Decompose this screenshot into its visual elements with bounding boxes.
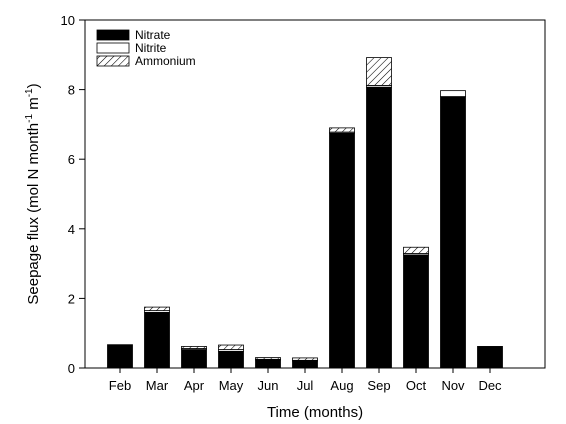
bar-nitrate-aug (329, 132, 355, 369)
x-tick-label: Dec (478, 378, 502, 393)
x-tick-label: May (219, 378, 244, 393)
bar-nitrate-may (218, 350, 244, 369)
bars (107, 57, 503, 369)
bar-ammonium-oct (403, 246, 429, 254)
bar-nitrite-nov (440, 90, 466, 97)
y-axis: 0 2 4 6 8 10 (61, 13, 85, 376)
y-axis-label: Seepage flux (mol N month-1 m-1) (24, 83, 42, 304)
plot-frame (84, 19, 546, 369)
x-tick-label: Apr (184, 378, 205, 393)
y-tick-label: 10 (61, 13, 75, 28)
bar-ammonium-sep (366, 57, 392, 86)
x-tick-label: Mar (146, 378, 169, 393)
x-tick-label: Feb (109, 378, 131, 393)
bar-ammonium-mar (144, 306, 170, 311)
legend-label-ammonium: Ammonium (135, 54, 196, 68)
bar-nitrate-feb (107, 344, 133, 369)
x-tick-label: Nov (441, 378, 465, 393)
bar-ammonium-may (218, 344, 244, 350)
y-tick-label: 0 (68, 361, 75, 376)
bar-ammonium-jul (292, 357, 318, 361)
x-tick-label: Jul (297, 378, 314, 393)
legend-swatch-ammonium (96, 55, 130, 67)
legend-label-nitrite: Nitrite (135, 41, 167, 55)
x-tick-label: Sep (367, 378, 390, 393)
bar-nitrate-sep (366, 86, 392, 369)
bar-ammonium-jun (255, 357, 281, 360)
y-tick-label: 6 (68, 152, 75, 167)
y-tick-label: 2 (68, 291, 75, 306)
bar-nitrate-oct (403, 254, 429, 369)
legend-swatch-nitrite (96, 42, 130, 54)
x-tick-label: Aug (330, 378, 353, 393)
legend-label-nitrate: Nitrate (135, 28, 171, 42)
bar-nitrate-mar (144, 311, 170, 369)
bar-nitrate-nov (440, 96, 466, 369)
bar-nitrate-jun (255, 359, 281, 369)
x-tick-label: Oct (406, 378, 427, 393)
bar-nitrate-jul (292, 360, 318, 369)
legend-swatch-nitrate (96, 29, 130, 41)
bar-ammonium-apr (181, 346, 207, 349)
x-axis-label: Time (months) (267, 404, 363, 421)
y-tick-label: 8 (68, 83, 75, 98)
bar-ammonium-aug (329, 127, 355, 133)
x-axis: Feb Mar Apr May Jun Jul Aug Sep Oct Nov Dec (109, 368, 502, 393)
x-tick-label: Jun (258, 378, 279, 393)
bar-nitrate-dec (477, 346, 503, 369)
bar-nitrate-apr (181, 349, 207, 369)
y-tick-label: 4 (68, 222, 75, 237)
